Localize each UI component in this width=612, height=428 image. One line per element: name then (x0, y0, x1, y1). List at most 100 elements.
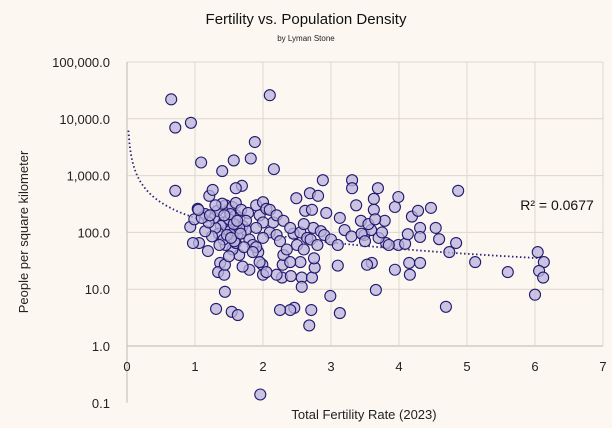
data-point (307, 252, 321, 265)
data-point (209, 199, 222, 212)
data-point (403, 256, 416, 269)
chart-title: Fertility vs. Population Density (206, 11, 407, 28)
data-point (273, 303, 287, 317)
data-point (443, 246, 456, 259)
x-tick-label: 2 (259, 359, 266, 374)
data-point (305, 203, 319, 216)
data-point (210, 302, 223, 315)
data-point (284, 221, 297, 234)
data-point (284, 303, 297, 317)
data-point (433, 233, 446, 246)
y-tick-label: 10.0 (85, 282, 110, 297)
data-point (401, 228, 414, 241)
data-point (312, 189, 325, 202)
data-point (236, 260, 249, 273)
data-point (333, 307, 346, 320)
data-point (331, 259, 344, 272)
data-point (403, 268, 416, 281)
data-point (294, 256, 307, 269)
data-point (218, 209, 231, 222)
y-tick-label: 1,000.0 (67, 169, 110, 184)
data-point (250, 221, 263, 234)
data-point (371, 182, 384, 195)
r-squared-annotation: R² = 0.0677 (520, 197, 594, 213)
data-point (452, 184, 465, 197)
data-point (424, 201, 438, 214)
data-point (260, 266, 273, 279)
data-point (411, 204, 425, 217)
data-point (360, 258, 374, 271)
y-tick-label: 10,000.0 (59, 112, 110, 127)
data-point (392, 190, 405, 204)
y-tick-label: 0.1 (92, 396, 110, 411)
data-point (369, 283, 382, 297)
data-point (531, 246, 544, 259)
data-point (469, 256, 482, 269)
x-tick-label: 5 (463, 359, 470, 374)
data-point (501, 266, 514, 279)
data-point (254, 388, 267, 401)
data-point (450, 236, 463, 250)
data-point (333, 211, 346, 224)
data-point (165, 93, 178, 106)
data-point (280, 243, 293, 256)
y-tick-label: 1.0 (92, 339, 110, 354)
data-point (195, 156, 208, 169)
data-point (367, 192, 380, 205)
x-tick-label: 4 (395, 359, 402, 374)
data-point (206, 183, 219, 196)
data-point (528, 288, 542, 301)
data-point (267, 163, 280, 176)
data-point (229, 182, 242, 195)
data-point (429, 221, 442, 234)
data-point (231, 214, 244, 227)
data-point (284, 270, 297, 283)
data-point (439, 300, 452, 313)
data-point (184, 116, 197, 129)
data-point (201, 244, 214, 258)
data-points (165, 89, 550, 401)
data-point (227, 154, 240, 167)
trendline (127, 130, 542, 260)
data-point (350, 199, 363, 212)
data-point (295, 280, 308, 293)
data-point (316, 174, 329, 187)
data-point (414, 256, 427, 269)
x-tick-label: 0 (123, 359, 130, 374)
data-point (231, 309, 244, 322)
x-axis-label: Total Fertility Rate (2023) (291, 407, 436, 422)
x-tick-label: 6 (531, 359, 538, 374)
data-point (324, 289, 337, 303)
data-point (297, 218, 310, 231)
data-point (186, 236, 200, 250)
data-point (203, 209, 217, 222)
data-point (388, 200, 401, 214)
data-point (414, 230, 427, 244)
data-point (273, 235, 287, 248)
data-point (218, 285, 231, 298)
data-point (222, 250, 236, 263)
data-point (305, 271, 319, 284)
data-point (218, 268, 231, 281)
data-point (169, 121, 182, 134)
data-point (213, 238, 226, 252)
data-point (388, 263, 401, 276)
x-tick-label: 1 (191, 359, 198, 374)
data-point (246, 246, 259, 259)
data-point (248, 135, 261, 149)
data-point (303, 319, 316, 332)
y-axis-label: People per square kilometer (16, 150, 31, 313)
data-point (284, 256, 297, 269)
data-point (369, 213, 382, 226)
data-point (256, 231, 270, 244)
y-tick-label: 100,000.0 (52, 55, 110, 70)
data-point (192, 203, 205, 216)
data-point (358, 235, 372, 248)
data-point (169, 184, 182, 197)
data-point (216, 165, 229, 178)
data-point (263, 89, 276, 102)
y-axis-ticks: 0.1 1.0 10.0 100.0 1,000.0 10,000.0 100,000.0 (52, 55, 110, 411)
data-point (331, 238, 344, 252)
data-point (537, 271, 550, 284)
